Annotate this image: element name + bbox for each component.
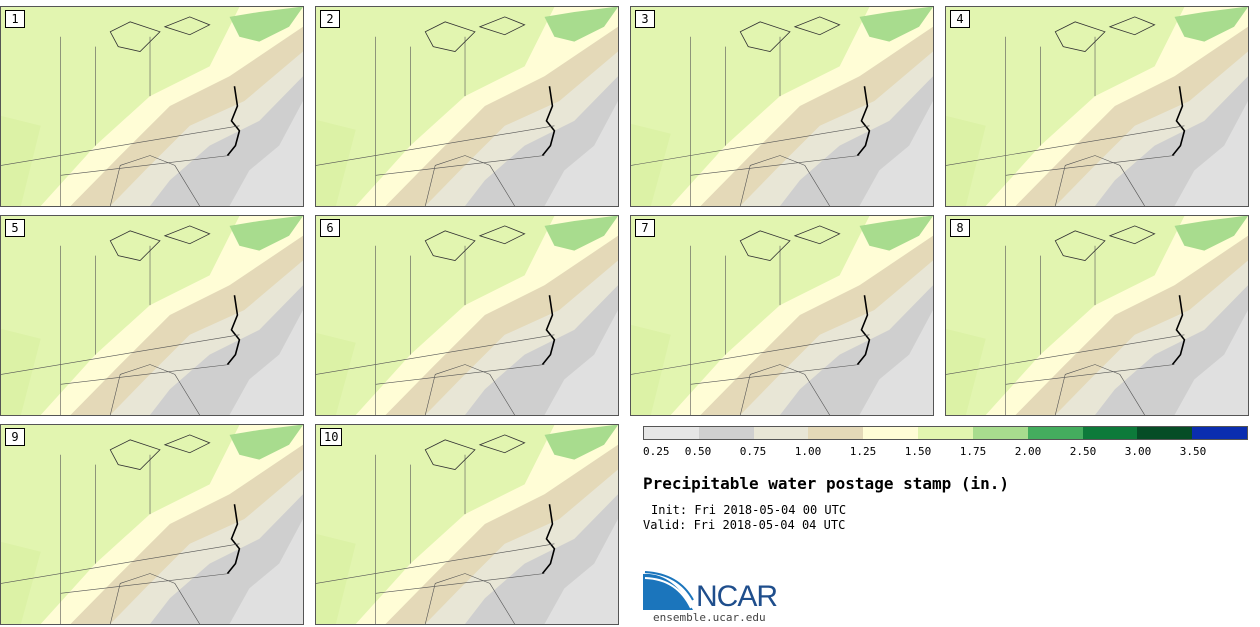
stamp-map: 2 <box>315 6 619 207</box>
colorbar-tick: 0.75 <box>739 445 767 458</box>
colorbar-segment <box>644 427 699 439</box>
logo-wordmark: NCAR <box>696 580 778 613</box>
stamp-number: 3 <box>635 10 655 28</box>
stamp-number: 6 <box>320 219 340 237</box>
map-field-icon <box>631 216 933 415</box>
colorbar-tick: 3.00 <box>1124 445 1152 458</box>
colorbar-tick: 1.25 <box>849 445 877 458</box>
map-field-icon <box>316 425 618 624</box>
stamp-map: 8 <box>945 215 1249 416</box>
colorbar-segment <box>698 427 754 439</box>
stamp-number: 7 <box>635 219 655 237</box>
colorbar-segment <box>1192 427 1247 439</box>
colorbar-tick: 1.00 <box>794 445 822 458</box>
stamp-map: 5 <box>0 215 304 416</box>
colorbar-tick: 2.00 <box>1014 445 1042 458</box>
colorbar-segment <box>918 427 973 439</box>
map-field-icon <box>316 216 618 415</box>
stamp-number: 2 <box>320 10 340 28</box>
colorbar-labels: 0.25 0.50 0.75 1.00 1.25 1.50 1.75 2.00 2.50 3.00… <box>643 445 1248 459</box>
colorbar-tick: 0.25 <box>643 445 670 458</box>
stamp-map: 6 <box>315 215 619 416</box>
stamp-map: 7 <box>630 215 934 416</box>
colorbar <box>643 426 1248 440</box>
ncar-logo-icon <box>643 571 694 610</box>
colorbar-segment <box>1137 427 1193 439</box>
map-field-icon <box>1 425 303 624</box>
map-field-icon <box>1 216 303 415</box>
map-field-icon <box>946 216 1248 415</box>
stamp-number: 5 <box>5 219 25 237</box>
map-field-icon <box>1 7 303 206</box>
colorbar-segment <box>1027 427 1083 439</box>
colorbar-tick: 1.50 <box>904 445 932 458</box>
colorbar-segment <box>863 427 919 439</box>
colorbar-segment <box>753 427 809 439</box>
init-time: Init: Fri 2018-05-04 00 UTC <box>651 503 847 517</box>
colorbar-tick: 3.50 <box>1179 445 1207 458</box>
colorbar-segment <box>808 427 864 439</box>
stamp-map: 3 <box>630 6 934 207</box>
site-url: ensemble.ucar.edu <box>653 611 766 624</box>
stamp-map: 9 <box>0 424 304 625</box>
colorbar-tick: 1.75 <box>959 445 987 458</box>
stamp-number: 1 <box>5 10 25 28</box>
stamp-map: 4 <box>945 6 1249 207</box>
colorbar-tick: 2.50 <box>1069 445 1097 458</box>
map-field-icon <box>946 7 1248 206</box>
stamp-map: 10 <box>315 424 619 625</box>
map-title: Precipitable water postage stamp (in.) <box>643 474 1010 493</box>
stamp-number: 10 <box>320 428 343 446</box>
map-field-icon <box>316 7 618 206</box>
colorbar-tick: 0.50 <box>684 445 712 458</box>
stamp-number: 4 <box>950 10 970 28</box>
stamp-number: 9 <box>5 428 25 446</box>
valid-time: Valid: Fri 2018-05-04 04 UTC <box>643 518 846 532</box>
colorbar-segment <box>972 427 1028 439</box>
map-field-icon <box>631 7 933 206</box>
colorbar-segment <box>1082 427 1138 439</box>
stamp-number: 8 <box>950 219 970 237</box>
stamp-map: 1 <box>0 6 304 207</box>
